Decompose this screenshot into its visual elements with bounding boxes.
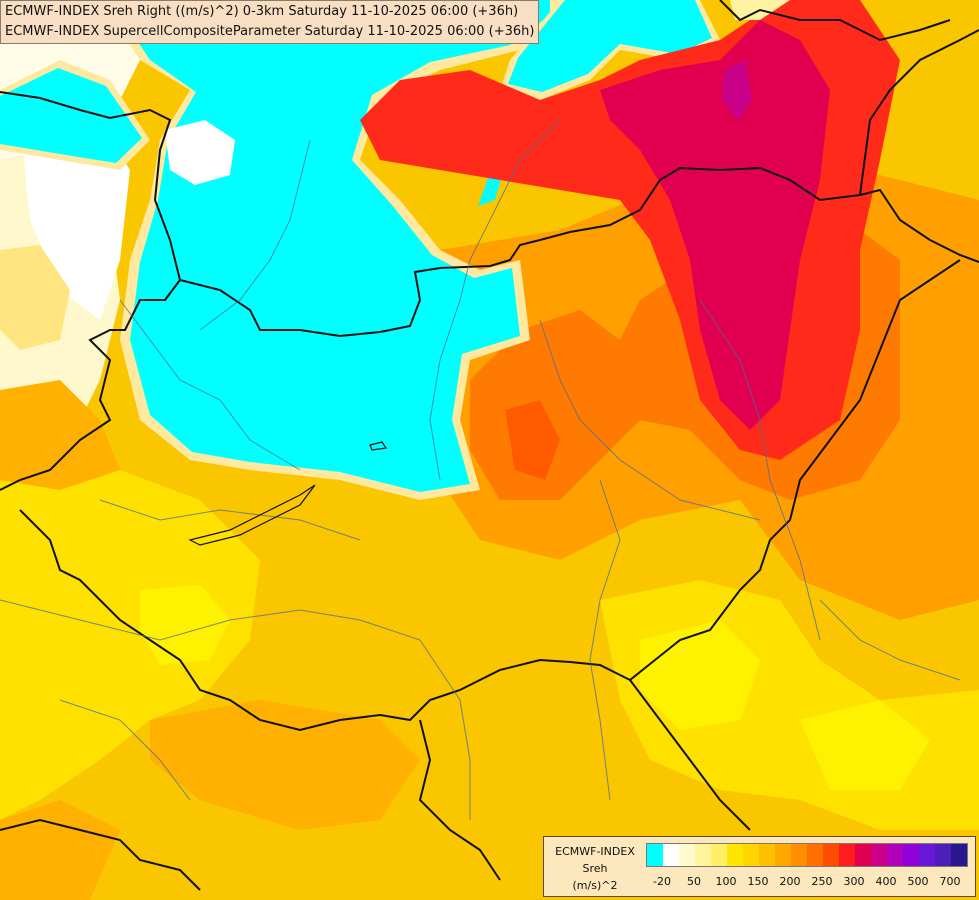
- white-blob-center: [165, 120, 235, 185]
- cyan-region-inner: [110, 0, 550, 492]
- legend-swatch: [759, 844, 775, 866]
- legend-tick-label: 500: [907, 875, 929, 888]
- legend-swatch: [951, 844, 967, 866]
- legend-title-source: ECMWF-INDEX: [555, 845, 635, 858]
- orange-west-edge: [0, 380, 120, 490]
- legend-swatch: [935, 844, 951, 866]
- legend-tick-label: 200: [779, 875, 801, 888]
- legend-title-parameter: Sreh: [582, 862, 608, 875]
- border-west-czech: [0, 279, 181, 491]
- cyan-diamond: [478, 176, 502, 206]
- legend-tick-label: 100: [715, 875, 737, 888]
- legend-swatch: [775, 844, 791, 866]
- legend-swatch: [647, 844, 663, 866]
- legend-title-unit: (m/s)^2: [572, 879, 618, 892]
- border-southeast: [629, 679, 751, 831]
- rivers: [0, 119, 961, 820]
- border-north-top: [719, 0, 951, 42]
- yellow-patch-far-west: [0, 245, 70, 350]
- orange-band-southwest: [0, 800, 120, 900]
- regional-border-4: [59, 699, 191, 801]
- legend-swatch: [679, 844, 695, 866]
- legend-tick-label: 150: [747, 875, 769, 888]
- regional-border-3: [819, 599, 961, 681]
- orange-band-south: [150, 700, 420, 830]
- legend-swatch: [807, 844, 823, 866]
- legend-swatch: [711, 844, 727, 866]
- cyan-region-northeast-inner: [508, 0, 712, 92]
- legend-swatch: [727, 844, 743, 866]
- lake-small: [369, 441, 388, 451]
- color-legend: ECMWF-INDEX Sreh (m/s)^2 -20 50 100 150 200 2…: [543, 836, 976, 897]
- yellow-zone-west: [0, 470, 260, 820]
- legend-tick-label: 300: [843, 875, 865, 888]
- legend-swatch: [903, 844, 919, 866]
- legend-color-bar: [646, 843, 968, 867]
- river-oder: [199, 139, 311, 331]
- river-danube: [0, 599, 471, 820]
- map-title-line-2: ECMWF-INDEX SupercellCompositeParameter …: [5, 24, 535, 39]
- legend-swatch: [743, 844, 759, 866]
- cyan-region-northwest-inner: [0, 68, 142, 163]
- river-tisza: [589, 479, 621, 801]
- border-hungary-north: [19, 259, 961, 732]
- legend-swatch: [919, 844, 935, 866]
- border-southwest: [0, 818, 201, 891]
- yellow-patch-far-southeast: [800, 700, 930, 790]
- legend-swatch: [839, 844, 855, 866]
- legend-swatch: [695, 844, 711, 866]
- legend-tick-label: 400: [875, 875, 897, 888]
- magenta-spot: [722, 60, 752, 120]
- legend-swatch: [663, 844, 679, 866]
- yellow-patch-west: [140, 585, 230, 665]
- river-vistula: [429, 119, 561, 481]
- map-title-box: ECMWF-INDEX Sreh Right ((m/s)^2) 0-3km S…: [0, 0, 540, 44]
- legend-swatch: [871, 844, 887, 866]
- crimson-zone: [600, 20, 830, 430]
- river-east: [699, 299, 821, 641]
- regional-border-2: [99, 499, 361, 541]
- border-northeast: [859, 29, 979, 196]
- legend-tick-label: 700: [939, 875, 961, 888]
- map-title-line-1: ECMWF-INDEX Sreh Right ((m/s)^2) 0-3km S…: [5, 4, 519, 19]
- regional-border-1: [539, 319, 761, 521]
- border-south: [418, 719, 501, 881]
- legend-swatch: [823, 844, 839, 866]
- legend-tick-label: -20: [653, 875, 671, 888]
- legend-tick-label: 50: [687, 875, 701, 888]
- red-orange-patch: [505, 400, 560, 480]
- river-west-elbe: [119, 299, 301, 471]
- lake-balaton: [188, 484, 316, 546]
- border-north-germany-poland: [0, 91, 979, 338]
- legend-swatch: [791, 844, 807, 866]
- legend-swatch: [855, 844, 871, 866]
- legend-tick-label: 250: [811, 875, 833, 888]
- legend-swatch: [887, 844, 903, 866]
